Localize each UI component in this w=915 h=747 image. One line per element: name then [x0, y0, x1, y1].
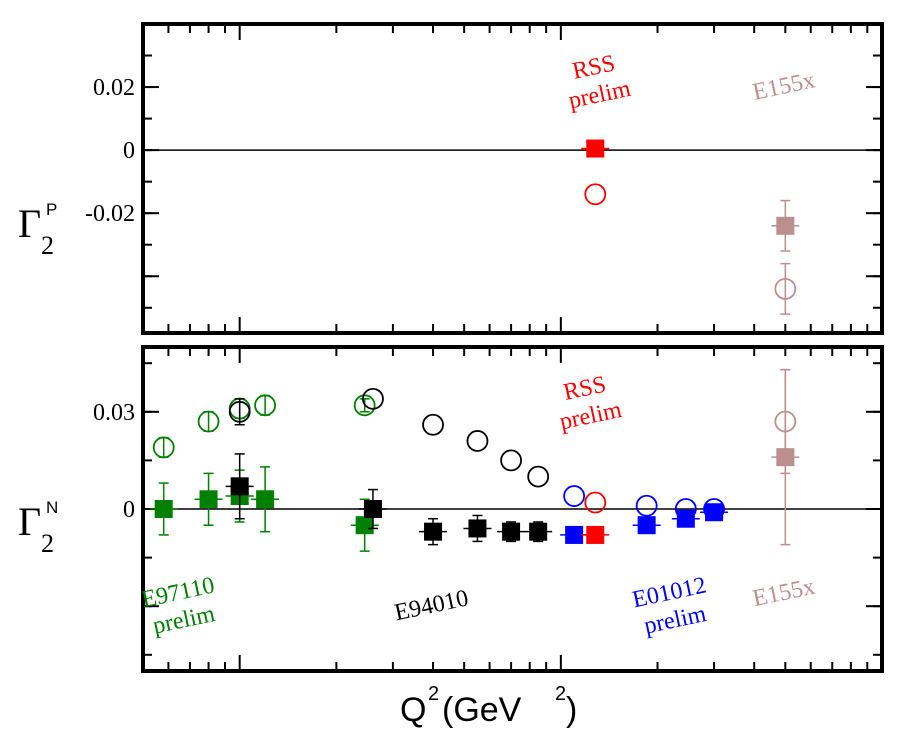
- top-ytick-label: -0.02: [85, 201, 135, 227]
- bottom-series-e97110_circ: [152, 394, 376, 459]
- annotation-e97110: E97110prelim: [139, 572, 222, 640]
- data-point-square: [256, 490, 275, 509]
- data-point-circle: [152, 436, 175, 459]
- top-ylabel-sup: P: [46, 200, 57, 219]
- data-point-square: [586, 139, 605, 158]
- top-frame: [141, 22, 884, 335]
- data-point-square: [424, 522, 443, 541]
- data-point-circle: [228, 400, 251, 423]
- data-point-square: [154, 500, 173, 518]
- top-series-e155_circ: [774, 262, 797, 315]
- data-point-circle: [197, 410, 220, 433]
- bottom-ylabel-symbol: Γ: [18, 499, 41, 544]
- bottom-series-e94010_sq: [225, 453, 553, 546]
- data-point-square: [199, 490, 218, 509]
- data-point-circle: [774, 277, 797, 300]
- data-point-circle: [362, 387, 384, 410]
- annotation-line: E94010: [392, 585, 470, 626]
- xlabel-unit: (GeV: [442, 691, 522, 729]
- bottom-ylabel-sub: 2: [41, 529, 54, 558]
- annotation-e155x: E155x: [751, 574, 818, 612]
- bottom-series-rss_circ: [584, 491, 607, 514]
- bottom-series-rss_sq: [581, 525, 610, 544]
- data-point-square: [529, 522, 548, 541]
- data-point-circle: [353, 394, 376, 417]
- data-point-square: [776, 216, 795, 235]
- xlabel-sup: 2: [428, 683, 439, 705]
- top-series-e155_sq: [771, 199, 800, 252]
- top-series-rss_circ: [584, 183, 607, 206]
- data-point-circle: [254, 394, 277, 417]
- data-point-circle: [674, 498, 697, 520]
- data-point-square: [363, 500, 382, 518]
- top-ytick-label: 0.02: [93, 75, 135, 101]
- data-point-square: [502, 522, 521, 541]
- bottom-series-e01012_circ: [563, 485, 725, 520]
- annotation-e94010: E94010: [392, 585, 470, 626]
- top-ytick-label: 0: [123, 138, 135, 164]
- top-panel: 0.02 0 -0.02 Γ P 2 RSSprelim E155x: [18, 22, 884, 335]
- data-point-circle: [774, 410, 797, 433]
- annotation-rss: RSSprelim: [560, 48, 633, 114]
- annotation-e01012: E01012prelim: [630, 572, 714, 640]
- data-point-square: [468, 519, 487, 538]
- bottom-ytick-label: 0: [123, 497, 135, 523]
- data-point-circle: [422, 413, 444, 436]
- annotation-line: E155x: [751, 67, 818, 105]
- data-point-square: [355, 516, 374, 535]
- data-point-circle: [584, 491, 607, 514]
- annotation-line: E155x: [751, 574, 818, 612]
- data-point-circle: [563, 485, 586, 507]
- xlabel-base: Q: [400, 691, 426, 729]
- data-point-square: [565, 525, 584, 544]
- bottom-series-e155_circ: [774, 368, 797, 475]
- data-point-circle: [466, 430, 489, 452]
- xlabel-close: ): [566, 691, 577, 729]
- top-series-rss_sq: [581, 139, 610, 158]
- bottom-series-e94010_circ: [228, 387, 550, 488]
- data-point-circle: [703, 498, 725, 520]
- annotation-e155x: E155x: [751, 67, 818, 105]
- bottom-ylabel-sup: N: [46, 498, 58, 517]
- data-point-circle: [527, 465, 550, 488]
- data-point-circle: [500, 449, 522, 472]
- data-point-square: [637, 516, 656, 535]
- bottom-panel: 0.03 0 Γ N 2 RSSprelim E97110prelim E94010 E0101…: [18, 345, 884, 673]
- top-ylabel-symbol: Γ: [18, 201, 41, 246]
- top-ylabel-sub: 2: [41, 231, 54, 260]
- data-point-circle: [635, 494, 658, 517]
- annotation-rss: RSSprelim: [551, 369, 624, 435]
- xlabel-unit-sup: 2: [555, 683, 566, 705]
- data-point-square: [705, 503, 724, 522]
- data-point-square: [586, 525, 605, 544]
- data-point-square: [230, 477, 249, 496]
- data-point-circle: [584, 183, 607, 206]
- bottom-ytick-label: 0.03: [93, 400, 135, 426]
